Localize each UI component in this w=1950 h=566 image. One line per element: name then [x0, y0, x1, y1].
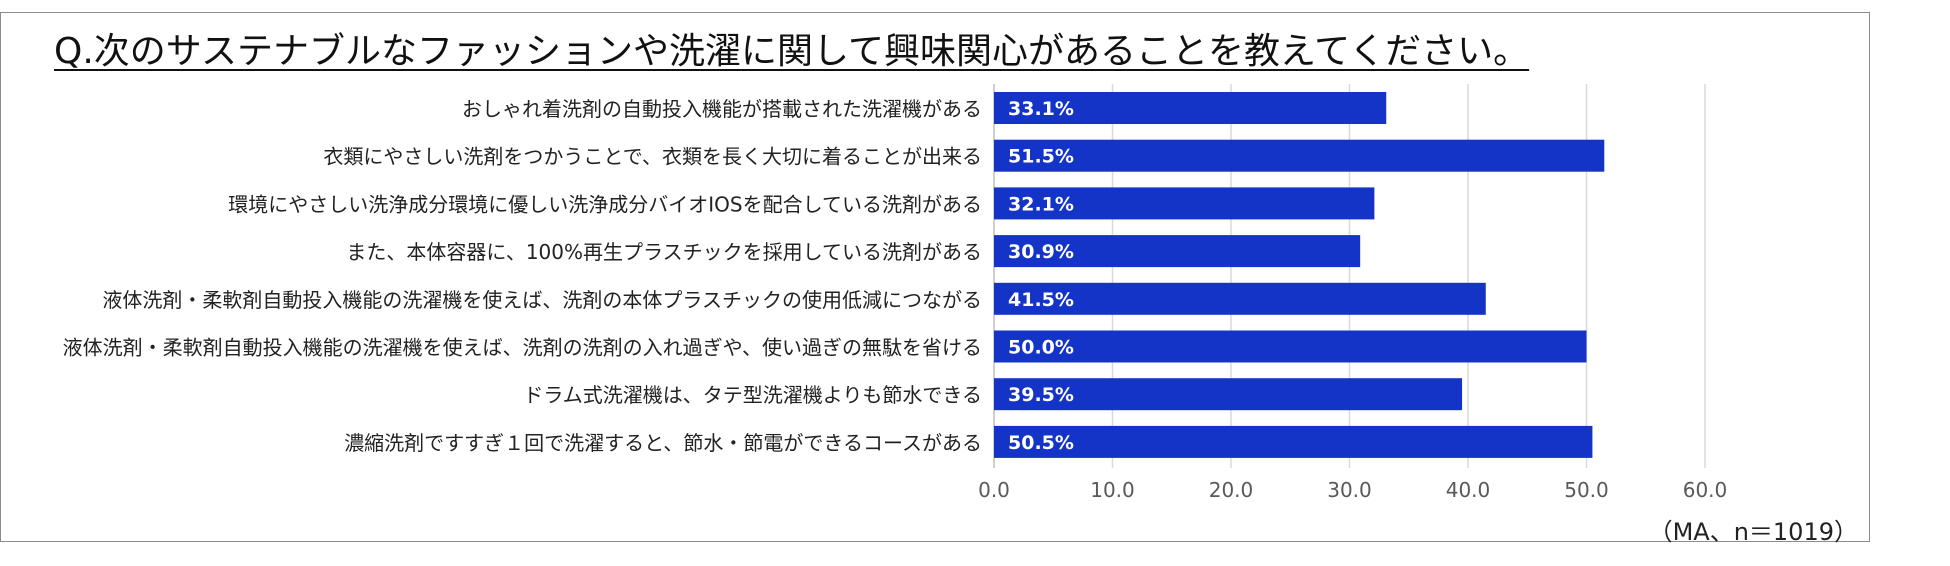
- bar: [994, 139, 1605, 172]
- data-label: 39.5%: [1008, 384, 1074, 406]
- bar: [994, 282, 1486, 315]
- bar: [994, 187, 1375, 220]
- category-label: 濃縮洗剤ですすぎ１回で洗濯すると、節水・節電ができるコースがある: [344, 431, 982, 455]
- bar: [994, 425, 1593, 458]
- data-label: 33.1%: [1008, 98, 1074, 120]
- bar: [994, 330, 1587, 363]
- x-tick-label: 60.0: [1683, 478, 1728, 502]
- data-label: 32.1%: [1008, 193, 1074, 215]
- category-label: 環境にやさしい洗浄成分環境に優しい洗浄成分バイオIOSを配合している洗剤がある: [228, 192, 982, 216]
- x-tick-label: 10.0: [1090, 478, 1135, 502]
- x-tick-label: 40.0: [1446, 478, 1491, 502]
- data-label: 41.5%: [1008, 289, 1074, 311]
- category-label: 衣類にやさしい洗剤をつかうことで、衣類を長く大切に着ることが出来る: [323, 145, 982, 169]
- category-label: 液体洗剤・柔軟剤自動投入機能の洗濯機を使えば、洗剤の洗剤の入れ過ぎや、使い過ぎの…: [63, 336, 982, 360]
- data-label: 30.9%: [1008, 241, 1074, 263]
- x-tick-label: 0.0: [978, 478, 1010, 502]
- x-tick-label: 50.0: [1564, 478, 1609, 502]
- category-label: 液体洗剤・柔軟剤自動投入機能の洗濯機を使えば、洗剤の本体プラスチックの使用低減に…: [102, 288, 982, 312]
- data-label: 50.0%: [1008, 337, 1074, 359]
- bar: [994, 92, 1387, 124]
- data-label: 50.5%: [1008, 432, 1074, 454]
- bar: [994, 378, 1463, 411]
- category-label: ドラム式洗濯機は、タテ型洗濯機よりも節水できる: [523, 383, 982, 407]
- x-tick-label: 20.0: [1209, 478, 1254, 502]
- bar: [994, 235, 1361, 268]
- chart-title: Q.次のサステナブルなファッションや洗濯に関して興味関心があることを教えてくださ…: [54, 31, 1530, 72]
- category-label: おしゃれ着洗剤の自動投入機能が搭載された洗濯機がある: [462, 97, 982, 121]
- x-tick-label: 30.0: [1327, 478, 1372, 502]
- sample-note: （MA、n＝1019）: [1648, 518, 1858, 546]
- category-label: また、本体容器に、100%再生プラスチックを採用している洗剤がある: [346, 240, 982, 264]
- data-label: 51.5%: [1008, 146, 1074, 168]
